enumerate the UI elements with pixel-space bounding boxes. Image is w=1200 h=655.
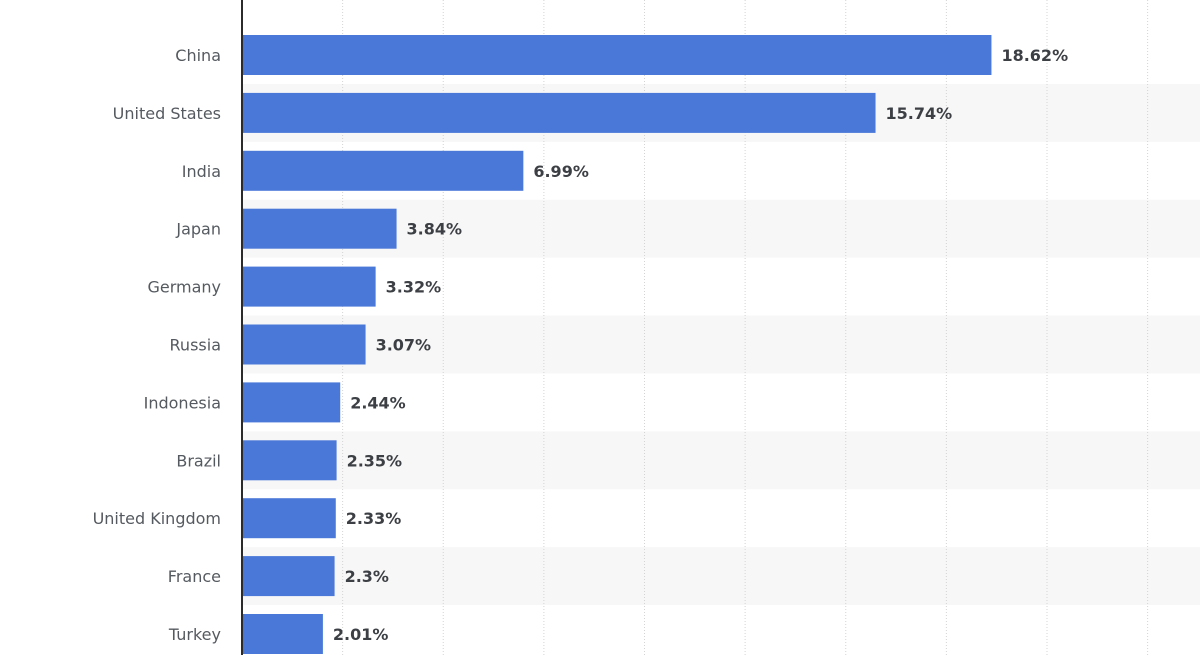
bar bbox=[242, 324, 366, 365]
value-label: 3.84% bbox=[407, 220, 463, 239]
value-label: 2.35% bbox=[347, 451, 403, 470]
bar bbox=[242, 614, 323, 654]
bars-group bbox=[242, 35, 992, 654]
value-label: 18.62% bbox=[1001, 46, 1068, 65]
bar bbox=[242, 150, 524, 191]
value-labels-group: 18.62% 15.74% 6.99% 3.84% 3.32% 3.07% 2.44% 2.3… bbox=[333, 46, 1068, 644]
bar bbox=[242, 266, 376, 307]
row-shade bbox=[242, 431, 1200, 490]
bar bbox=[242, 382, 341, 423]
category-label: United States bbox=[113, 104, 221, 123]
bar bbox=[242, 556, 335, 597]
bar bbox=[242, 498, 336, 539]
value-label: 2.01% bbox=[333, 625, 389, 644]
category-label: Japan bbox=[175, 220, 221, 239]
value-label: 2.44% bbox=[350, 393, 406, 412]
category-label: China bbox=[175, 46, 221, 65]
value-label: 2.3% bbox=[345, 567, 389, 586]
category-label: Indonesia bbox=[144, 393, 221, 412]
category-label: Brazil bbox=[176, 451, 221, 470]
value-label: 3.07% bbox=[376, 336, 432, 355]
category-label: Turkey bbox=[168, 625, 221, 644]
category-labels-group: China United States India Japan Germany Russi… bbox=[93, 46, 221, 644]
bar bbox=[242, 35, 992, 75]
bar bbox=[242, 92, 876, 133]
category-label: Russia bbox=[170, 336, 221, 355]
row-shade bbox=[242, 547, 1200, 606]
bar bbox=[242, 208, 397, 249]
value-label: 15.74% bbox=[886, 104, 953, 123]
value-label: 2.33% bbox=[346, 509, 402, 528]
value-label: 3.32% bbox=[386, 278, 442, 297]
category-label: France bbox=[168, 567, 221, 586]
bar bbox=[242, 440, 337, 481]
row-shade bbox=[242, 199, 1200, 258]
row-shade bbox=[242, 315, 1200, 374]
value-label: 6.99% bbox=[533, 162, 589, 181]
category-label: Germany bbox=[147, 278, 221, 297]
category-label: India bbox=[182, 162, 221, 181]
row-shading-group bbox=[242, 83, 1200, 606]
category-label: United Kingdom bbox=[93, 509, 221, 528]
